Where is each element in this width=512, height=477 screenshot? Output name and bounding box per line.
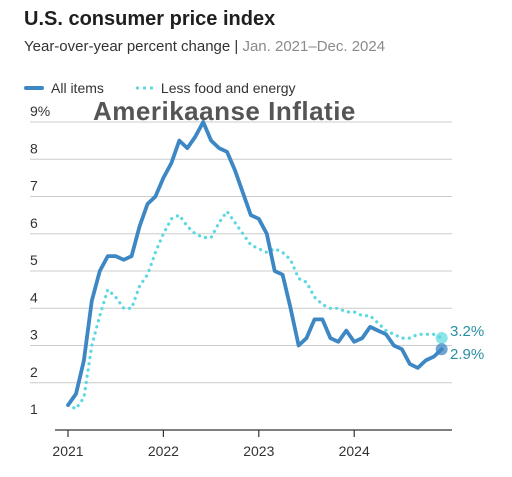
x-tick-label-2021: 2021 [52, 443, 83, 459]
y-tick-label-1: 1 [30, 401, 38, 417]
y-tick-label-2: 2 [30, 364, 38, 380]
chart-subtitle: Year-over-year percent change | Jan. 202… [24, 38, 385, 55]
y-tick-label-7: 7 [30, 178, 38, 194]
end-label-core: 3.2% [450, 323, 484, 340]
end-value-labels: 3.2% 2.9% [450, 323, 484, 363]
end-marker-core [435, 332, 448, 345]
x-tick-label-2023: 2023 [243, 443, 274, 459]
legend-swatch-solid-line [24, 86, 44, 90]
series-lines [66, 120, 444, 411]
y-tick-label-5: 5 [30, 252, 38, 268]
legend-item-all-items: All items [24, 80, 104, 96]
chart-legend: All items Less food and energy [24, 80, 326, 96]
end-label-all-items: 2.9% [450, 346, 484, 363]
legend-label-all-items: All items [51, 80, 104, 96]
series-line-core [66, 209, 444, 411]
x-tick-label-2022: 2022 [148, 443, 179, 459]
x-tick-label-2024: 2024 [339, 443, 370, 459]
chart-title: U.S. consumer price index [24, 8, 276, 30]
y-tick-label-9: 9% [30, 103, 50, 119]
y-tick-label-3: 3 [30, 327, 38, 343]
x-axis: 2021 2022 2023 2024 [52, 429, 452, 459]
legend-item-core: Less food and energy [133, 80, 296, 96]
y-tick-label-4: 4 [30, 289, 38, 305]
grid-lines [30, 121, 452, 384]
subtitle-date-range: Jan. 2021–Dec. 2024 [242, 38, 386, 55]
series-points [67, 121, 448, 409]
y-tick-label-6: 6 [30, 215, 38, 231]
y-axis-ticks: 1 2 3 4 5 6 7 8 9% [30, 103, 50, 417]
end-marker-all-items [435, 343, 448, 356]
subtitle-main: Year-over-year percent change | [24, 38, 243, 55]
series-line-all-items [66, 120, 444, 407]
overlay-caption: Amerikaanse Inflatie [93, 96, 356, 126]
legend-swatch-dotted-line [133, 86, 154, 90]
y-tick-label-8: 8 [30, 140, 38, 156]
legend-label-core: Less food and energy [160, 80, 296, 96]
